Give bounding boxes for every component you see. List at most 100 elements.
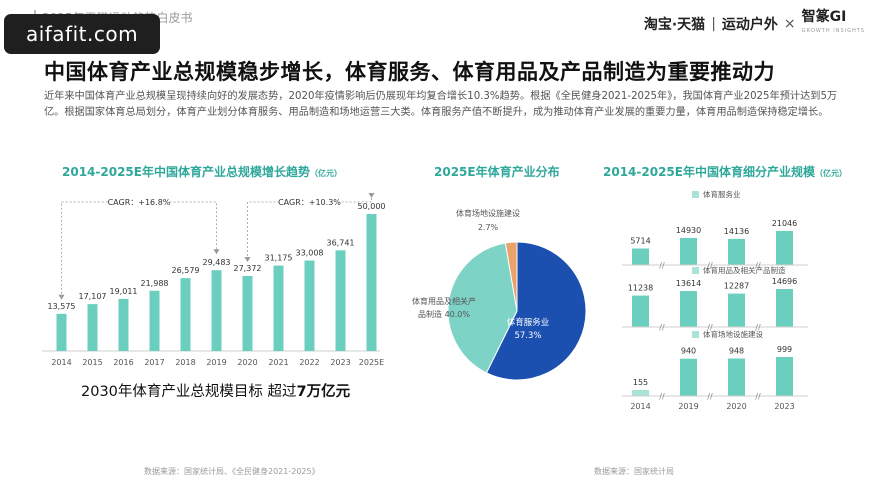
category-label: 运动户外 [721, 17, 778, 33]
axis-break-mark: // [707, 392, 713, 401]
zhi-logo: 智篆GI GROWTH INSIGHTS [802, 10, 865, 38]
bar [87, 304, 98, 351]
bar [728, 238, 745, 265]
x-tick-label: 2015 [82, 358, 102, 367]
legend-swatch [692, 191, 699, 198]
zhi-logo-text: 智篆GI [801, 9, 847, 25]
slice-name-label: 体育场地设施建设 [456, 208, 520, 218]
legend-label: 体育用品及相关产品制造 [703, 265, 786, 275]
bar [776, 231, 793, 265]
x-tick-label: 2020 [237, 358, 257, 367]
bar-value-label: 33,008 [296, 249, 324, 258]
brand-separator: | [711, 16, 716, 32]
axis-break-mark: // [659, 392, 665, 401]
arrow-down-icon [244, 257, 251, 263]
middle-chart-title-text: 2025E年体育产业分布 [434, 165, 560, 179]
right-chart-title: 2014-2025E年中国体育细分产业规模（亿元） [603, 163, 847, 180]
x-tick-label: 2014 [630, 402, 650, 411]
left-footnote: 数据来源：国家统计局、《全民健身2021-2025》 [144, 467, 320, 476]
legend-swatch [692, 331, 699, 338]
bar-value-label: 155 [633, 378, 648, 387]
bar [632, 295, 649, 327]
series-panel: 体育场地设施建设 155 940 948 999 // // // [622, 329, 808, 401]
bar-value-label: 27,372 [234, 264, 262, 273]
bar [728, 293, 745, 327]
arrow-down-icon [368, 193, 375, 198]
legend-label: 体育服务业 [703, 189, 741, 199]
times-sign: × [783, 16, 796, 32]
x-tick-label: 2019 [206, 358, 226, 367]
bar-value-label: 5714 [630, 236, 650, 245]
x-tick-label: 2023 [774, 402, 794, 411]
axis-break-mark: // [659, 261, 665, 270]
x-tick-label: 2023 [330, 358, 350, 367]
bar [728, 358, 745, 396]
bar-value-label: 17,107 [79, 292, 107, 301]
bar [149, 290, 160, 351]
bar-value-label: 948 [729, 346, 744, 355]
pie-slice [485, 241, 587, 381]
bar-value-label: 21046 [772, 219, 797, 228]
left-chart-title: 2014-2025E年中国体育产业总规模增长趋势（亿元） [62, 163, 342, 180]
bar [304, 260, 315, 351]
bar-value-label: 26,579 [172, 266, 200, 275]
legend-swatch [692, 267, 699, 274]
bar-value-label: 29,483 [203, 258, 231, 267]
axis-break-mark: // [659, 323, 665, 332]
series-panel: 体育用品及相关产品制造 11238 13614 12287 14696 // // // [622, 265, 808, 332]
slice-name-label: 体育用品及相关产 [412, 296, 476, 306]
x-tick-label: 2025E [359, 358, 384, 367]
right-footnote: 数据来源：国家统计局 [594, 467, 674, 476]
left-chart-title-text: 2014-2025E年中国体育产业总规模增长趋势 [62, 165, 310, 179]
bar [118, 298, 129, 351]
middle-chart-title: 2025E年体育产业分布 [434, 163, 560, 180]
axis-break-mark: // [755, 323, 761, 332]
cagr-annotation: CAGR：+10.3% [244, 193, 375, 263]
arrow-down-icon [213, 249, 220, 255]
right-chart-unit: （亿元） [814, 169, 847, 178]
bar-value-label: 50,000 [358, 202, 386, 211]
x-tick-label: 2019 [678, 402, 698, 411]
left-chart-unit: （亿元） [309, 169, 342, 178]
bar [335, 250, 346, 351]
header: 2025年天猫运动趋势白皮书 aifafit.com 淘宝·天猫 | 运动户外 … [0, 0, 889, 58]
slice-name-label: 体育服务业 [507, 317, 550, 328]
bar-value-label: 13614 [676, 279, 701, 288]
distribution-pie-chart: 体育服务业 57.3% 体育用品及相关产品制造 40.0% 体育场地设施建设 2.7% [412, 208, 587, 381]
page-title: 中国体育产业总规模稳步增长，体育服务、体育用品及产品制造为重要推动力 [44, 60, 775, 84]
series-panel: 体育服务业 5714 14930 14136 21046 // // // [622, 189, 808, 270]
axis-break-mark: // [707, 261, 713, 270]
bar [211, 270, 222, 351]
x-tick-label: 2018 [175, 358, 195, 367]
brand-logos: 淘宝·天猫 | 运动户外 × 智篆GI GROWTH INSIGHTS [644, 10, 865, 38]
cagr-label: CAGR：+16.8% [108, 198, 171, 207]
arrow-down-icon [58, 294, 65, 300]
bar-value-label: 13,575 [48, 302, 76, 311]
bar [366, 214, 377, 351]
slice-name-label: 品制造 40.0% [418, 309, 470, 319]
slice-value-label: 2.7% [478, 223, 499, 232]
cagr-annotation: CAGR：+16.8% [58, 195, 220, 300]
axis-break-mark: // [755, 392, 761, 401]
right-chart-title-text: 2014-2025E年中国体育细分产业规模 [603, 165, 815, 179]
bar-value-label: 14136 [724, 227, 749, 236]
goal-value: 7万亿元 [296, 384, 351, 400]
bar [632, 248, 649, 265]
x-tick-label: 2020 [726, 402, 746, 411]
bar [242, 276, 253, 351]
bar [56, 313, 67, 351]
bar [776, 357, 793, 396]
slice-value-label: 57.3% [514, 331, 541, 341]
bar [632, 390, 649, 396]
cagr-label: CAGR：+10.3% [278, 198, 341, 207]
x-tick-label: 2017 [144, 358, 164, 367]
intro-paragraph: 近年来中国体育产业总规模呈现持续向好的发展态势，2020年疫情影响后仍展现年均复… [44, 91, 838, 118]
bar-value-label: 31,175 [265, 254, 293, 263]
pie-slice [447, 242, 518, 374]
bar-value-label: 14696 [772, 277, 797, 286]
bar-value-label: 940 [681, 347, 696, 356]
total-size-bar-chart: 13,575 2014 17,107 2015 19,011 2016 21,988 2017… [42, 193, 386, 367]
x-tick-label: 2022 [299, 358, 319, 367]
x-tick-label: 2021 [268, 358, 288, 367]
